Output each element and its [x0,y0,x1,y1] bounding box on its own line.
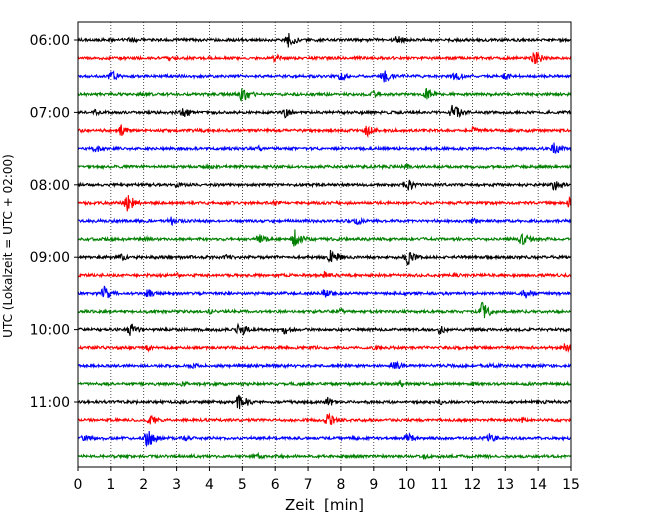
x-tick-label: 10 [398,477,416,493]
x-tick-label: 11 [431,477,449,493]
trace-line [77,412,572,425]
x-tick-label: 15 [562,477,580,493]
x-tick-label: 3 [172,477,181,493]
trace-line [77,301,572,319]
trace-line [77,87,572,102]
x-tick-label: 8 [336,477,345,493]
trace-line [77,360,572,370]
trace-line [77,343,572,353]
y-tick-label: 09:00 [30,250,70,266]
x-tick-label: 12 [463,477,481,493]
trace-line [77,195,572,212]
trace-line [77,285,572,299]
plot-frame [77,21,572,468]
x-tick-label: 1 [106,477,115,493]
x-tick-label: 9 [369,477,378,493]
trace-line [77,229,572,247]
seismic-traces [77,32,572,460]
trace-line [77,51,572,65]
x-tick-label: 5 [238,477,247,493]
trace-line [77,379,572,388]
x-tick-label: 4 [205,477,214,493]
trace-line [77,32,571,48]
x-tick-label: 2 [139,477,148,493]
y-axis-label: UTC (Lokalzeit = UTC + 02:00) [1,154,15,338]
trace-line [77,179,572,191]
vertical-gridlines [110,22,539,467]
trace-line [77,270,572,280]
trace-line [78,249,572,266]
x-axis-ticks: 0 1 2 3 4 5 6 7 8 9 10 11 12 13 14 15 [74,467,580,493]
trace-line [77,322,572,337]
trace-line [77,142,572,154]
trace-line [77,124,572,139]
trace-line [77,104,572,119]
trace-line [78,216,572,227]
x-tick-label: 6 [271,477,280,493]
y-tick-label: 07:00 [30,105,70,121]
y-axis-ticks: 06:00 07:00 08:00 09:00 10:00 11:00 [30,33,78,411]
y-tick-label: 08:00 [30,178,70,194]
y-tick-label: 10:00 [30,323,70,339]
trace-line [77,163,572,171]
trace-line [77,430,572,448]
trace-line [77,394,571,410]
y-tick-label: 11:00 [30,395,70,411]
x-tick-label: 14 [529,477,547,493]
x-tick-label: 13 [496,477,514,493]
trace-line [77,70,572,83]
x-tick-label: 7 [304,477,313,493]
trace-line [77,451,572,460]
x-tick-label: 0 [74,477,83,493]
y-tick-label: 06:00 [30,33,70,49]
x-axis-label: Zeit [min] [285,496,364,514]
